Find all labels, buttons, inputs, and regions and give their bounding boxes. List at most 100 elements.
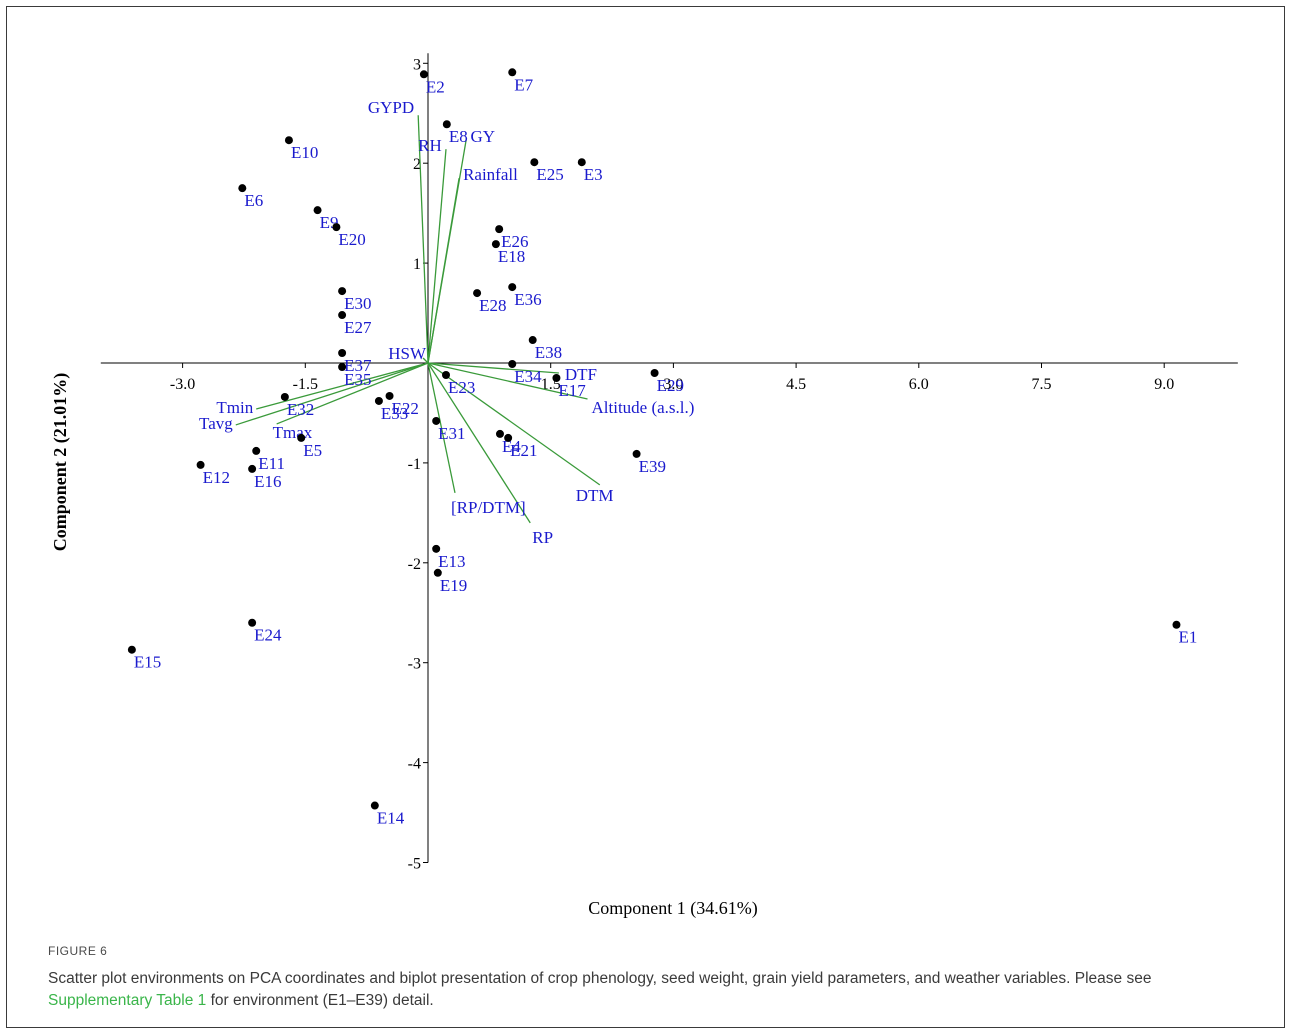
environment-point xyxy=(297,433,306,442)
environment-point xyxy=(248,618,257,627)
environment-point xyxy=(280,392,289,401)
vector-line xyxy=(427,362,456,494)
y-tick-label: 1 xyxy=(413,256,421,273)
vector-label: Altitude (a.s.l.) xyxy=(592,398,695,417)
environment-point xyxy=(338,287,347,296)
environment-point-label: E21 xyxy=(510,441,537,460)
x-tick-label: -3.0 xyxy=(170,376,195,393)
environment-point-label: E3 xyxy=(584,165,603,184)
environment-point xyxy=(432,544,441,553)
environment-point-label: E32 xyxy=(287,400,314,419)
vector-label: GYPD xyxy=(368,98,414,117)
vector-label: DTM xyxy=(576,486,614,505)
environment-point xyxy=(495,429,504,438)
supplementary-table-link[interactable]: Supplementary Table 1 xyxy=(48,992,207,1009)
y-tick-label: -2 xyxy=(408,556,421,573)
environment-point xyxy=(491,240,500,249)
vector-label: Tavg xyxy=(199,414,233,433)
x-tick-label: 4.5 xyxy=(786,376,806,393)
vector-label: RH xyxy=(418,136,442,155)
y-tick-label: -4 xyxy=(408,756,421,773)
environment-point-label: E25 xyxy=(536,165,563,184)
environment-point xyxy=(127,645,136,654)
environment-point xyxy=(385,391,394,400)
environment-point xyxy=(441,370,450,379)
vector-line xyxy=(256,362,429,410)
environment-point xyxy=(508,68,517,77)
vector-line xyxy=(427,362,601,486)
environment-point xyxy=(248,464,257,473)
environment-point xyxy=(419,70,428,79)
environment-point xyxy=(577,158,586,167)
caption-text-end: for environment (E1–E39) detail. xyxy=(206,992,434,1009)
vector-label: Rainfall xyxy=(463,165,518,184)
environment-point xyxy=(370,801,379,810)
environment-point-label: E1 xyxy=(1178,628,1197,647)
vector-label: GY xyxy=(470,127,495,146)
environment-point-label: E30 xyxy=(344,294,371,313)
environment-point xyxy=(196,460,205,469)
environment-point-label: E14 xyxy=(377,809,405,828)
environment-point xyxy=(338,349,347,358)
environment-point-label: E17 xyxy=(558,381,586,400)
vector-label: Tmin xyxy=(216,398,253,417)
environment-point-label: E36 xyxy=(514,290,541,309)
environment-point-label: E10 xyxy=(291,143,318,162)
vector-line xyxy=(427,362,588,400)
environment-points: E1E2E3E4E5E6E7E8E9E10E11E12E13E14E15E16E… xyxy=(127,68,1197,828)
environment-point-label: E38 xyxy=(535,343,562,362)
vector-label: HSW xyxy=(388,344,427,363)
environment-point-label: E8 xyxy=(449,127,468,146)
environment-point xyxy=(473,289,482,298)
y-tick-label: -5 xyxy=(408,856,421,873)
environment-point xyxy=(432,416,441,425)
figure-caption: Scatter plot environments on PCA coordin… xyxy=(48,968,1248,1012)
environment-point xyxy=(508,359,517,368)
environment-point xyxy=(433,568,442,577)
environment-point-label: E19 xyxy=(440,576,467,595)
environment-point-label: E15 xyxy=(134,653,161,672)
environment-point-label: E20 xyxy=(338,230,365,249)
environment-point xyxy=(650,368,659,377)
environment-point-label: E6 xyxy=(244,191,263,210)
environment-point-label: E26 xyxy=(501,232,528,251)
environment-point-label: E29 xyxy=(657,376,684,395)
environment-point-label: E5 xyxy=(303,441,322,460)
figure-label: FIGURE 6 xyxy=(48,944,108,958)
environment-point-label: E28 xyxy=(479,296,506,315)
environment-point xyxy=(504,433,513,442)
environment-point xyxy=(552,373,561,382)
environment-point xyxy=(238,184,247,193)
environment-point-label: E12 xyxy=(203,468,230,487)
environment-point-label: E7 xyxy=(514,75,533,94)
vector-label: RP xyxy=(532,528,553,547)
vector-line xyxy=(427,362,559,374)
environment-point xyxy=(313,206,322,215)
environment-point xyxy=(1172,620,1181,629)
environment-point-label: E22 xyxy=(392,399,419,418)
environment-point xyxy=(528,336,537,345)
vector-label: [RP/DTM] xyxy=(451,498,526,517)
x-tick-label: -1.5 xyxy=(293,376,318,393)
y-tick-label: -1 xyxy=(408,456,421,473)
x-tick-label: 3.0 xyxy=(663,376,683,393)
environment-point xyxy=(632,449,641,458)
environment-point xyxy=(374,396,383,405)
environment-point-label: E33 xyxy=(381,404,408,423)
environment-point-label: E31 xyxy=(438,424,465,443)
vector-line xyxy=(235,362,429,426)
environment-point xyxy=(284,136,293,145)
vector-line xyxy=(276,362,429,425)
vector-line xyxy=(427,178,460,364)
environment-point xyxy=(442,120,451,129)
vector-line xyxy=(417,115,429,364)
environment-point xyxy=(252,446,261,455)
figure-frame xyxy=(6,6,1285,1028)
x-tick-label: 9.0 xyxy=(1154,376,1174,393)
environment-point xyxy=(530,158,539,167)
vector-line xyxy=(427,362,531,524)
vector-line xyxy=(422,357,429,364)
vector-label: Tmax xyxy=(273,423,313,442)
environment-point xyxy=(332,223,341,232)
